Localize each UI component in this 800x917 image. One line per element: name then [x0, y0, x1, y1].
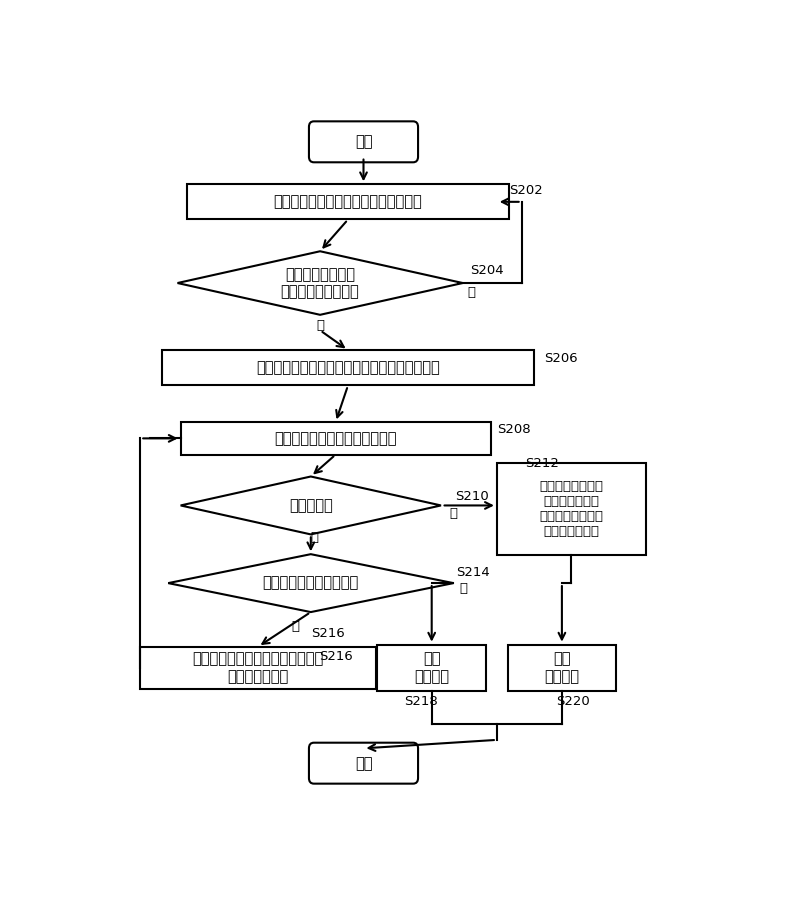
- Text: 结束: 结束: [354, 756, 372, 770]
- Text: 是否所有支持速率已测试: 是否所有支持速率已测试: [262, 576, 359, 591]
- Text: 是: 是: [310, 532, 318, 545]
- Text: 是否有告警: 是否有告警: [289, 498, 333, 513]
- Text: S210: S210: [455, 490, 489, 503]
- Text: S216: S216: [310, 627, 345, 640]
- Text: 检测光模块的连接
状态判断是否已连接: 检测光模块的连接 状态判断是否已连接: [281, 267, 359, 299]
- Text: 是: 是: [459, 582, 467, 595]
- FancyBboxPatch shape: [309, 121, 418, 162]
- Bar: [497, 463, 646, 555]
- Text: 从速率表中选择第一条速率设置为光模块的速率: 从速率表中选择第一条速率设置为光模块的速率: [256, 360, 440, 375]
- Text: 否: 否: [450, 507, 458, 521]
- Text: S220: S220: [556, 694, 590, 708]
- Text: S212: S212: [525, 458, 558, 470]
- Bar: [187, 184, 510, 219]
- Text: 确定
协商失败: 确定 协商失败: [414, 652, 450, 684]
- Text: S204: S204: [470, 264, 504, 277]
- Text: S218: S218: [404, 694, 438, 708]
- Text: 是: 是: [316, 319, 324, 332]
- Text: 一直没有检测到告
警则自动协商成
功，装置按照当前
的速率进行通讯: 一直没有检测到告 警则自动协商成 功，装置按照当前 的速率进行通讯: [539, 480, 603, 538]
- Bar: [140, 646, 376, 689]
- Text: S208: S208: [497, 423, 530, 436]
- Text: S214: S214: [457, 566, 490, 579]
- Polygon shape: [168, 554, 454, 612]
- Polygon shape: [181, 477, 441, 535]
- FancyBboxPatch shape: [309, 743, 418, 784]
- Bar: [181, 422, 490, 455]
- Text: 否: 否: [292, 621, 300, 634]
- Text: 在接收侧持续检测一段随机时间: 在接收侧持续检测一段随机时间: [274, 431, 397, 446]
- Text: 选择速率表中下一条速率记录设置
为光模块的速率: 选择速率表中下一条速率记录设置 为光模块的速率: [193, 652, 324, 684]
- Text: 确定
协商成功: 确定 协商成功: [544, 652, 579, 684]
- Bar: [378, 645, 486, 691]
- Text: 否: 否: [467, 286, 475, 299]
- Text: 生成光模块支持的排序后的速率等级表: 生成光模块支持的排序后的速率等级表: [274, 194, 422, 209]
- Text: 开始: 开始: [354, 134, 372, 149]
- Bar: [162, 350, 534, 385]
- Bar: [508, 645, 616, 691]
- Text: S206: S206: [545, 352, 578, 365]
- Text: S216: S216: [319, 650, 353, 663]
- Text: S202: S202: [510, 184, 543, 197]
- Polygon shape: [178, 251, 462, 315]
